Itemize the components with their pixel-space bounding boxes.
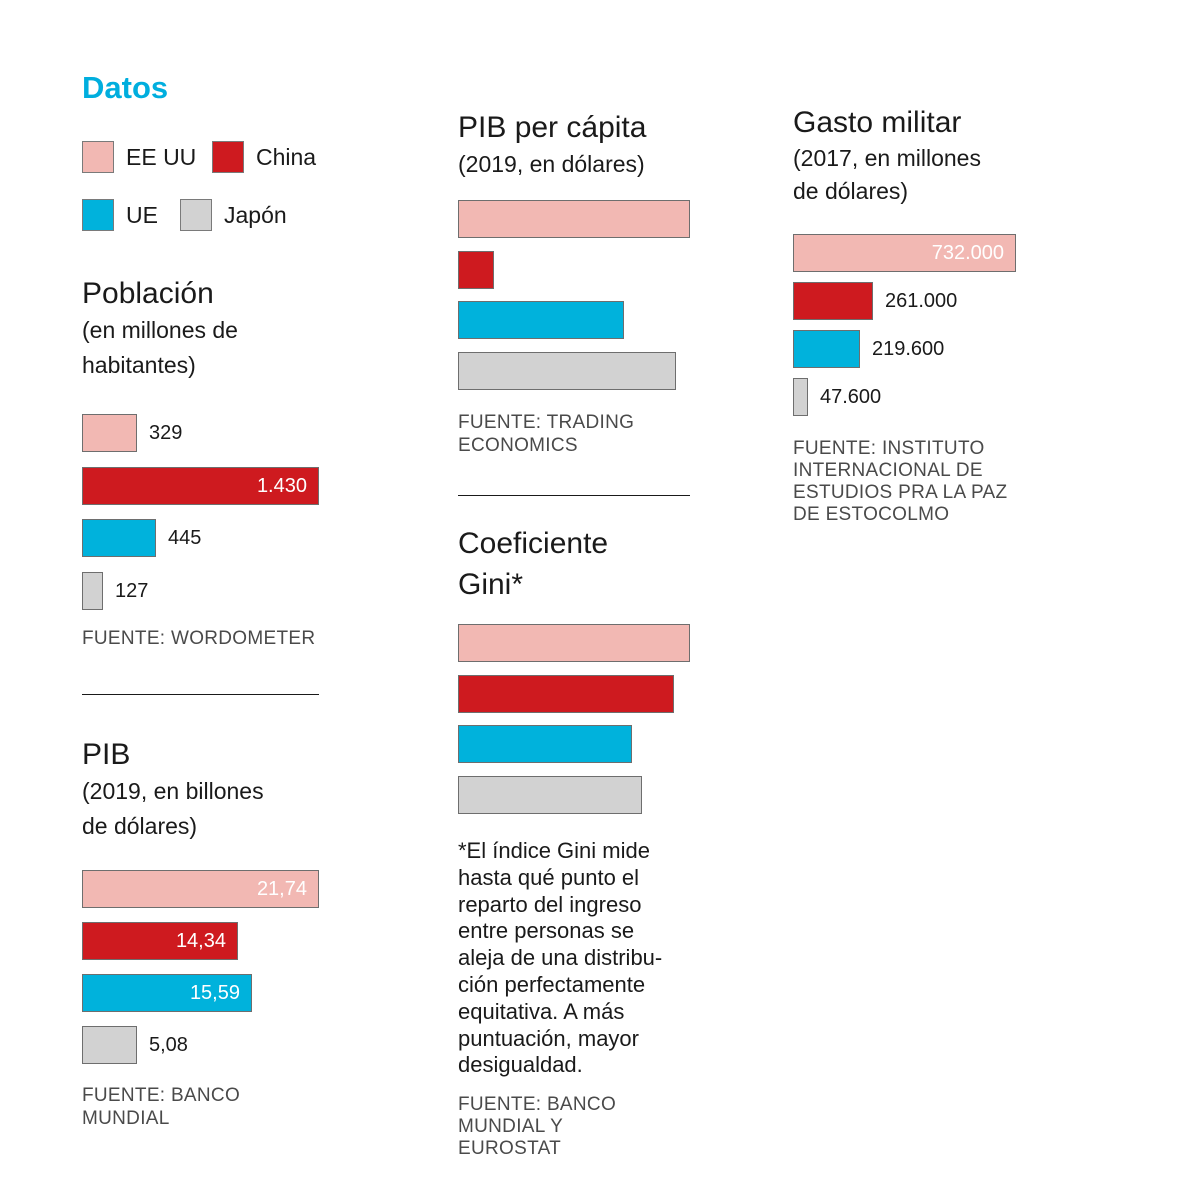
- pib-pc-title: PIB per cápita: [458, 111, 647, 144]
- pib-pc-subtitle: (2019, en dólares): [458, 151, 645, 177]
- gini-footnote-line: puntuación, mayor: [458, 1025, 639, 1051]
- poblacion-bar-japon: [82, 572, 103, 610]
- gini-title-line-2: Gini*: [458, 568, 524, 601]
- pib-value-label-japon: 5,08: [149, 1034, 188, 1056]
- gini-bar-china: [458, 675, 674, 713]
- gasto-subtitle-line-1: (2017, en millones: [793, 145, 981, 171]
- divider-left: [82, 694, 319, 695]
- pib-pc-source-line-2: ECONOMICS: [458, 435, 578, 456]
- pib_pc-bar-ue: [458, 301, 624, 339]
- gini-footnote-line: entre personas se: [458, 918, 635, 944]
- gasto-bar-japon: [793, 378, 808, 416]
- legend-swatch-eeuu: [82, 141, 114, 173]
- legend-item-japon: Japón: [180, 199, 287, 231]
- poblacion-value-label-china: 1.430: [256, 475, 307, 497]
- divider-middle: [458, 495, 690, 496]
- page-heading: Datos: [82, 70, 169, 105]
- poblacion-bar-ue: [82, 519, 156, 557]
- gasto-value-label-china: 261.000: [885, 290, 958, 312]
- gasto-source-line-3: ESTUDIOS PRA LA PAZ: [793, 482, 1008, 503]
- gasto-chart: 732.000 261.000 219.600 47.600: [793, 234, 1093, 416]
- gasto-bar-eeuu: [793, 234, 1016, 272]
- pib-pc-chart: [458, 200, 698, 390]
- pib-chart: 21,74 14,34 15,59 5,08: [82, 870, 362, 1064]
- gasto-source-line-1: FUENTE: INSTITUTO: [793, 438, 985, 459]
- gasto-bar-china: [793, 282, 873, 320]
- gini-footnote-line: equitativa. A más: [458, 998, 625, 1024]
- poblacion-bar-eeuu: [82, 414, 137, 452]
- pib-subtitle-line-1: (2019, en billones: [82, 778, 264, 804]
- legend-swatch-china: [212, 141, 244, 173]
- poblacion-value-label-ue: 445: [168, 527, 202, 549]
- gini-bar-eeuu: [458, 624, 690, 662]
- poblacion-chart: 329 1.430 445 127: [82, 414, 362, 610]
- gini-bar-japon: [458, 776, 642, 814]
- gini-title-line-1: Coeficiente: [458, 527, 609, 560]
- legend-label-china: China: [256, 143, 317, 170]
- gasto-value-label-japon: 47.600: [820, 386, 882, 408]
- pib-source-line-2: MUNDIAL: [82, 1108, 170, 1129]
- poblacion-subtitle-line-2: habitantes): [82, 352, 196, 378]
- gini-footnote-line: ción perfectamente: [458, 971, 646, 997]
- pib-title: PIB: [82, 738, 131, 771]
- legend-item-china: China: [212, 141, 316, 173]
- pib-value-label-ue: 15,59: [189, 982, 240, 1004]
- gasto-title: Gasto militar: [793, 106, 962, 139]
- gini-chart: [458, 624, 698, 814]
- poblacion-value-label-japon: 127: [115, 580, 149, 602]
- poblacion-value-label-eeuu: 329: [149, 422, 183, 444]
- legend-label-japon: Japón: [224, 201, 287, 228]
- gini-source-line-2: MUNDIAL Y: [458, 1116, 564, 1137]
- gini-footnote: *El índice Gini mide hasta qué punto el …: [458, 838, 693, 1079]
- pib-value-label-china: 14,34: [175, 930, 226, 952]
- poblacion-bar-china: [82, 467, 319, 505]
- gasto-source-line-4: DE ESTOCOLMO: [793, 504, 950, 525]
- gini-source-line-3: EUROSTAT: [458, 1138, 562, 1159]
- pib-bar-ue: [82, 974, 252, 1012]
- gasto-subtitle-line-2: de dólares): [793, 178, 909, 204]
- pib-bar-japon: [82, 1026, 137, 1064]
- gini-bar-ue: [458, 725, 632, 763]
- pib-bar-eeuu: [82, 870, 319, 908]
- pib_pc-bar-japon: [458, 352, 676, 390]
- pib_pc-bar-eeuu: [458, 200, 690, 238]
- pib-value-label-eeuu: 21,74: [256, 878, 307, 900]
- poblacion-title: Población: [82, 277, 214, 310]
- poblacion-source: FUENTE: WORDOMETER: [82, 628, 316, 649]
- poblacion-subtitle-line-1: (en millones de: [82, 317, 238, 343]
- legend-swatch-japon: [180, 199, 212, 231]
- legend-label-ue: UE: [126, 201, 158, 228]
- gini-footnote-line: *El índice Gini mide: [458, 838, 650, 863]
- gasto-bar-ue: [793, 330, 860, 368]
- pib-subtitle-line-2: de dólares): [82, 813, 198, 839]
- legend-item-ue: UE: [82, 199, 158, 231]
- legend-item-eeuu: EE UU: [82, 141, 196, 173]
- legend-label-eeuu: EE UU: [126, 143, 197, 170]
- pib_pc-bar-china: [458, 251, 494, 289]
- pib-source-line-1: FUENTE: BANCO: [82, 1085, 241, 1106]
- gini-source-line-1: FUENTE: BANCO: [458, 1094, 617, 1115]
- pib-bar-china: [82, 922, 238, 960]
- gini-footnote-line: desigualdad.: [458, 1052, 583, 1078]
- gasto-value-label-ue: 219.600: [872, 338, 945, 360]
- legend-swatch-ue: [82, 199, 114, 231]
- gini-footnote-line: aleja de una distribu-: [458, 945, 663, 971]
- gasto-source-line-2: INTERNACIONAL DE: [793, 460, 983, 481]
- gini-footnote-line: hasta qué punto el: [458, 864, 640, 890]
- gasto-value-label-eeuu: 732.000: [931, 242, 1004, 264]
- pib-pc-source-line-1: FUENTE: TRADING: [458, 412, 635, 433]
- gini-footnote-line: reparto del ingreso: [458, 891, 642, 917]
